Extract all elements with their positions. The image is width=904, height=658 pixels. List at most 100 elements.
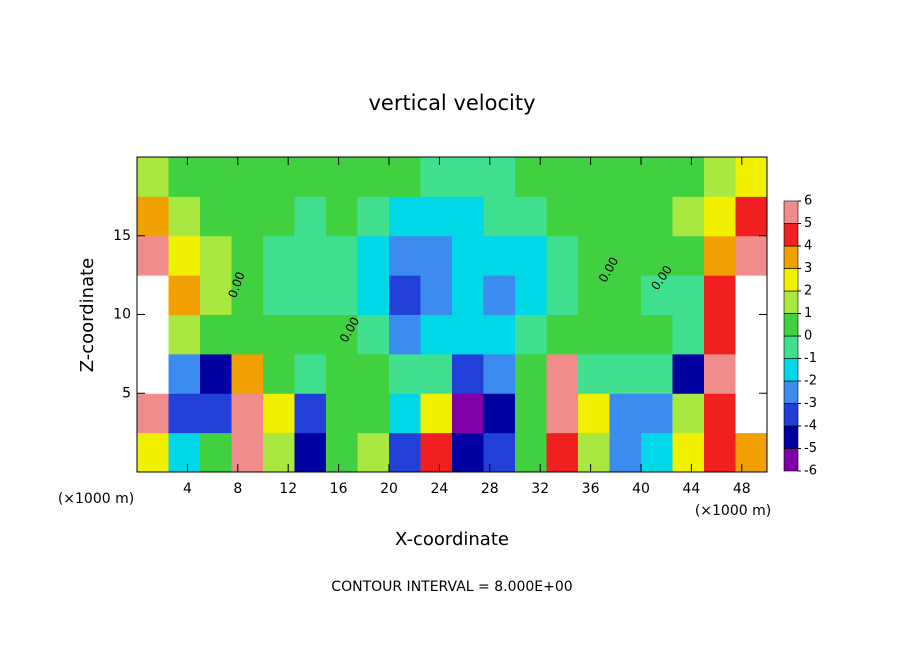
cell xyxy=(326,353,358,394)
cell xyxy=(263,275,295,315)
colorbar-label: 0 xyxy=(804,329,812,344)
cell xyxy=(168,157,201,197)
colorbar-label: 6 xyxy=(804,194,812,209)
cell xyxy=(389,432,421,473)
colorbar-label: -5 xyxy=(804,441,817,456)
cell xyxy=(704,196,736,237)
cell xyxy=(420,157,453,197)
cell xyxy=(263,235,295,276)
cell xyxy=(231,275,264,315)
cell xyxy=(546,393,579,434)
cell xyxy=(294,393,327,434)
cell xyxy=(641,432,673,473)
colorbar-label: -1 xyxy=(804,351,817,366)
colorbar-swatch xyxy=(783,313,799,337)
cell xyxy=(326,314,358,355)
colorbar-label: 2 xyxy=(804,284,812,299)
cell xyxy=(389,393,421,434)
y-axis-label: Z-coordinate xyxy=(77,258,98,373)
cell xyxy=(263,157,295,197)
cell xyxy=(389,353,421,394)
cell xyxy=(546,196,579,237)
x-tick-label: 40 xyxy=(632,481,650,497)
colorbar-swatch xyxy=(783,380,799,404)
colorbar-label: 1 xyxy=(804,306,812,321)
cell xyxy=(515,235,547,276)
cell xyxy=(452,393,484,434)
cell xyxy=(672,235,705,276)
x-tick-label: 16 xyxy=(330,481,348,497)
cell xyxy=(483,314,516,355)
cell xyxy=(420,314,453,355)
colorbar-swatch xyxy=(783,403,799,427)
cell xyxy=(420,353,453,394)
cell xyxy=(609,432,642,473)
colorbar-label: 5 xyxy=(804,216,812,231)
cell xyxy=(672,196,705,237)
x-tick-label: 48 xyxy=(733,481,751,497)
cell xyxy=(294,432,327,473)
cell xyxy=(672,275,705,315)
colorbar-label: 4 xyxy=(804,239,812,254)
x-tick-label: 8 xyxy=(233,481,242,497)
cell xyxy=(735,393,768,434)
cell xyxy=(326,393,358,434)
y-tick-label: 10 xyxy=(113,307,131,323)
cell xyxy=(231,314,264,355)
cell xyxy=(641,314,673,355)
cell xyxy=(578,196,610,237)
cell xyxy=(200,275,232,315)
cell xyxy=(672,353,705,394)
cell xyxy=(452,275,484,315)
cell xyxy=(168,275,201,315)
colorbar-label: -2 xyxy=(804,374,817,389)
cell xyxy=(294,275,327,315)
cell xyxy=(326,275,358,315)
cell xyxy=(735,196,768,237)
cell xyxy=(546,235,579,276)
cell xyxy=(200,353,232,394)
cell xyxy=(641,196,673,237)
cell xyxy=(735,275,768,315)
cell xyxy=(420,235,453,276)
cell xyxy=(168,353,201,394)
colorbar-swatch xyxy=(783,358,799,382)
cell xyxy=(231,393,264,434)
x-unit: (×1000 m) xyxy=(695,503,771,519)
cell xyxy=(735,314,768,355)
cell xyxy=(452,157,484,197)
cell xyxy=(389,275,421,315)
colorbar-swatch xyxy=(783,245,799,269)
cell xyxy=(672,393,705,434)
cell xyxy=(515,393,547,434)
cell xyxy=(578,314,610,355)
cell xyxy=(515,432,547,473)
cell xyxy=(420,275,453,315)
cell xyxy=(609,275,642,315)
cell xyxy=(263,314,295,355)
cell xyxy=(168,432,201,473)
colorbar-swatch xyxy=(783,200,799,224)
cell xyxy=(357,157,390,197)
colorbar-swatch xyxy=(783,268,799,292)
cell xyxy=(672,314,705,355)
cell xyxy=(515,314,547,355)
cell xyxy=(137,432,169,473)
cell xyxy=(420,393,453,434)
cell xyxy=(515,275,547,315)
cell xyxy=(357,275,390,315)
colorbar-label: 3 xyxy=(804,261,812,276)
cell xyxy=(609,157,642,197)
cell xyxy=(168,196,201,237)
cell xyxy=(578,393,610,434)
cell xyxy=(231,235,264,276)
cell xyxy=(389,157,421,197)
x-tick-label: 4 xyxy=(183,481,192,497)
cell xyxy=(452,353,484,394)
colorbar-label: -3 xyxy=(804,396,817,411)
cell xyxy=(609,235,642,276)
cell xyxy=(704,275,736,315)
y-tick-label: 15 xyxy=(113,228,131,244)
cell xyxy=(357,353,390,394)
